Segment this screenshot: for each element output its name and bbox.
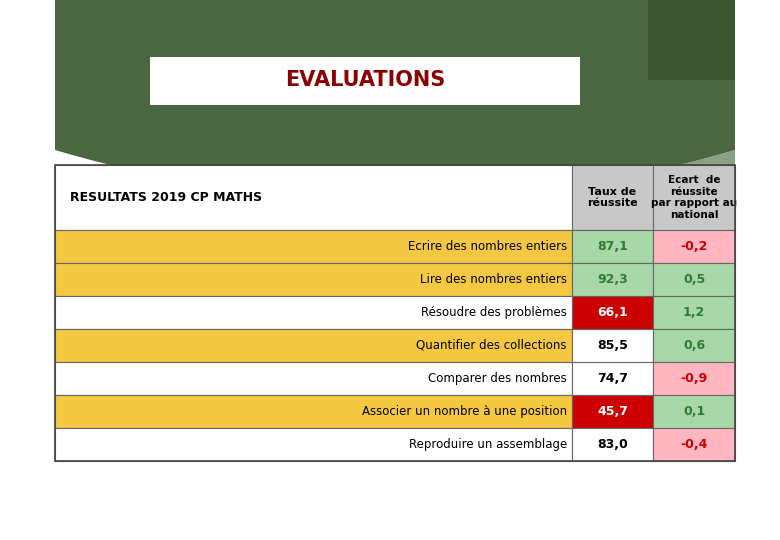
Bar bbox=[55, 296, 572, 329]
Text: 74,7: 74,7 bbox=[597, 372, 628, 385]
Bar bbox=[653, 296, 735, 329]
Polygon shape bbox=[580, 150, 735, 203]
Bar bbox=[653, 395, 735, 428]
Bar bbox=[572, 165, 653, 230]
Bar bbox=[653, 428, 735, 461]
Bar bbox=[653, 165, 735, 230]
Text: EVALUATIONS: EVALUATIONS bbox=[285, 70, 445, 90]
Text: 0,1: 0,1 bbox=[682, 405, 705, 418]
Text: Ecrire des nombres entiers: Ecrire des nombres entiers bbox=[408, 240, 567, 253]
Bar bbox=[572, 329, 653, 362]
Bar bbox=[653, 263, 735, 296]
Bar bbox=[55, 263, 572, 296]
Text: 66,1: 66,1 bbox=[597, 306, 628, 319]
Text: Reproduire un assemblage: Reproduire un assemblage bbox=[409, 438, 567, 451]
Bar bbox=[572, 230, 653, 263]
Text: -0,2: -0,2 bbox=[680, 240, 707, 253]
Bar bbox=[572, 395, 653, 428]
Text: -0,4: -0,4 bbox=[680, 438, 707, 451]
Bar bbox=[55, 165, 735, 461]
Bar bbox=[55, 395, 572, 428]
Text: Lire des nombres entiers: Lire des nombres entiers bbox=[420, 273, 567, 286]
Bar bbox=[653, 362, 735, 395]
Text: 1,2: 1,2 bbox=[682, 306, 705, 319]
Bar bbox=[55, 230, 572, 263]
Polygon shape bbox=[55, 0, 735, 200]
Text: 0,6: 0,6 bbox=[683, 339, 705, 352]
Text: Taux de
réussite: Taux de réussite bbox=[587, 187, 638, 208]
Bar bbox=[572, 296, 653, 329]
Text: 0,5: 0,5 bbox=[682, 273, 705, 286]
Text: 45,7: 45,7 bbox=[597, 405, 628, 418]
Bar bbox=[572, 428, 653, 461]
Text: 87,1: 87,1 bbox=[597, 240, 628, 253]
Text: 92,3: 92,3 bbox=[597, 273, 628, 286]
Text: 85,5: 85,5 bbox=[597, 339, 628, 352]
Bar bbox=[572, 362, 653, 395]
Bar bbox=[55, 165, 572, 230]
Text: Ecart  de
réussite
par rapport au
national: Ecart de réussite par rapport au nationa… bbox=[651, 175, 737, 220]
Text: Comparer des nombres: Comparer des nombres bbox=[428, 372, 567, 385]
Text: RESULTATS 2019 CP MATHS: RESULTATS 2019 CP MATHS bbox=[70, 191, 262, 204]
Bar bbox=[55, 428, 572, 461]
Bar bbox=[648, 0, 735, 80]
Bar bbox=[653, 329, 735, 362]
Bar bbox=[55, 329, 572, 362]
Bar bbox=[572, 263, 653, 296]
Bar bbox=[150, 57, 580, 105]
Text: 83,0: 83,0 bbox=[597, 438, 628, 451]
Text: Associer un nombre à une position: Associer un nombre à une position bbox=[362, 405, 567, 418]
Text: Résoudre des problèmes: Résoudre des problèmes bbox=[421, 306, 567, 319]
Bar bbox=[653, 230, 735, 263]
Bar bbox=[55, 362, 572, 395]
Text: Quantifier des collections: Quantifier des collections bbox=[417, 339, 567, 352]
Text: -0,9: -0,9 bbox=[680, 372, 707, 385]
